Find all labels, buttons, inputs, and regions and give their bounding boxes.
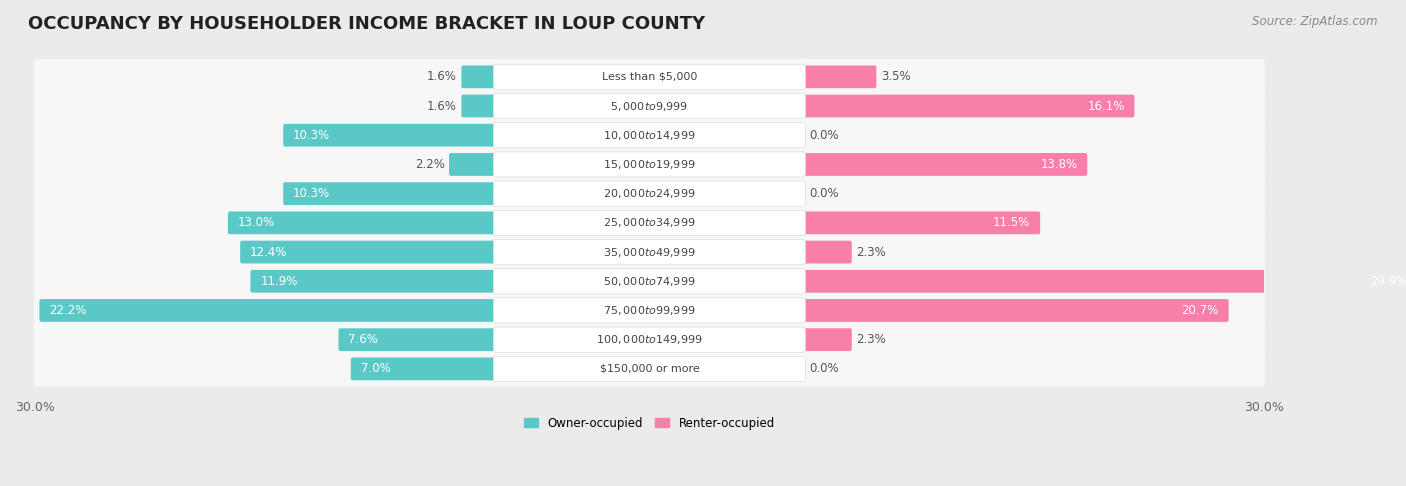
FancyBboxPatch shape <box>801 95 1135 118</box>
FancyBboxPatch shape <box>283 124 498 147</box>
FancyBboxPatch shape <box>34 147 1265 182</box>
Text: Less than $5,000: Less than $5,000 <box>602 72 697 82</box>
Text: $15,000 to $19,999: $15,000 to $19,999 <box>603 158 696 171</box>
FancyBboxPatch shape <box>339 328 498 351</box>
Text: $10,000 to $14,999: $10,000 to $14,999 <box>603 129 696 142</box>
FancyBboxPatch shape <box>461 95 498 118</box>
Text: $100,000 to $149,999: $100,000 to $149,999 <box>596 333 703 346</box>
FancyBboxPatch shape <box>39 299 498 322</box>
FancyBboxPatch shape <box>494 327 806 352</box>
Text: 7.0%: 7.0% <box>360 363 391 375</box>
Text: $75,000 to $99,999: $75,000 to $99,999 <box>603 304 696 317</box>
FancyBboxPatch shape <box>34 263 1265 299</box>
Text: 11.9%: 11.9% <box>260 275 298 288</box>
FancyBboxPatch shape <box>494 269 806 294</box>
FancyBboxPatch shape <box>34 176 1265 211</box>
FancyBboxPatch shape <box>801 328 852 351</box>
Text: 13.8%: 13.8% <box>1040 158 1077 171</box>
FancyBboxPatch shape <box>34 88 1265 124</box>
Text: 13.0%: 13.0% <box>238 216 274 229</box>
Text: $20,000 to $24,999: $20,000 to $24,999 <box>603 187 696 200</box>
Text: 12.4%: 12.4% <box>250 245 287 259</box>
FancyBboxPatch shape <box>801 270 1406 293</box>
Text: 20.7%: 20.7% <box>1181 304 1219 317</box>
FancyBboxPatch shape <box>250 270 498 293</box>
FancyBboxPatch shape <box>801 241 852 263</box>
FancyBboxPatch shape <box>494 122 806 148</box>
FancyBboxPatch shape <box>34 59 1265 95</box>
FancyBboxPatch shape <box>34 293 1265 328</box>
Text: OCCUPANCY BY HOUSEHOLDER INCOME BRACKET IN LOUP COUNTY: OCCUPANCY BY HOUSEHOLDER INCOME BRACKET … <box>28 15 706 33</box>
FancyBboxPatch shape <box>801 299 1229 322</box>
Text: 2.3%: 2.3% <box>856 333 886 346</box>
FancyBboxPatch shape <box>801 66 876 88</box>
FancyBboxPatch shape <box>494 181 806 206</box>
Text: 29.9%: 29.9% <box>1369 275 1406 288</box>
Text: $50,000 to $74,999: $50,000 to $74,999 <box>603 275 696 288</box>
Text: $150,000 or more: $150,000 or more <box>599 364 699 374</box>
FancyBboxPatch shape <box>34 322 1265 358</box>
FancyBboxPatch shape <box>494 93 806 119</box>
FancyBboxPatch shape <box>494 210 806 235</box>
FancyBboxPatch shape <box>494 356 806 382</box>
FancyBboxPatch shape <box>34 234 1265 270</box>
Text: $35,000 to $49,999: $35,000 to $49,999 <box>603 245 696 259</box>
FancyBboxPatch shape <box>240 241 498 263</box>
FancyBboxPatch shape <box>350 358 498 380</box>
FancyBboxPatch shape <box>461 66 498 88</box>
Text: 22.2%: 22.2% <box>49 304 87 317</box>
Text: 10.3%: 10.3% <box>292 129 330 142</box>
FancyBboxPatch shape <box>228 211 498 234</box>
FancyBboxPatch shape <box>801 153 1087 176</box>
Text: 1.6%: 1.6% <box>427 100 457 113</box>
Text: 16.1%: 16.1% <box>1087 100 1125 113</box>
Text: 3.5%: 3.5% <box>880 70 911 83</box>
Text: 10.3%: 10.3% <box>292 187 330 200</box>
Text: 0.0%: 0.0% <box>810 129 839 142</box>
Text: 2.2%: 2.2% <box>415 158 444 171</box>
FancyBboxPatch shape <box>494 64 806 89</box>
FancyBboxPatch shape <box>34 351 1265 387</box>
FancyBboxPatch shape <box>494 298 806 323</box>
Legend: Owner-occupied, Renter-occupied: Owner-occupied, Renter-occupied <box>519 412 779 434</box>
Text: $5,000 to $9,999: $5,000 to $9,999 <box>610 100 689 113</box>
FancyBboxPatch shape <box>34 205 1265 241</box>
FancyBboxPatch shape <box>34 118 1265 153</box>
Text: 1.6%: 1.6% <box>427 70 457 83</box>
Text: 11.5%: 11.5% <box>993 216 1031 229</box>
Text: $25,000 to $34,999: $25,000 to $34,999 <box>603 216 696 229</box>
FancyBboxPatch shape <box>449 153 498 176</box>
FancyBboxPatch shape <box>494 240 806 264</box>
Text: 0.0%: 0.0% <box>810 187 839 200</box>
Text: 0.0%: 0.0% <box>810 363 839 375</box>
FancyBboxPatch shape <box>801 211 1040 234</box>
FancyBboxPatch shape <box>283 182 498 205</box>
FancyBboxPatch shape <box>494 152 806 177</box>
Text: 7.6%: 7.6% <box>349 333 378 346</box>
Text: Source: ZipAtlas.com: Source: ZipAtlas.com <box>1253 15 1378 28</box>
Text: 2.3%: 2.3% <box>856 245 886 259</box>
